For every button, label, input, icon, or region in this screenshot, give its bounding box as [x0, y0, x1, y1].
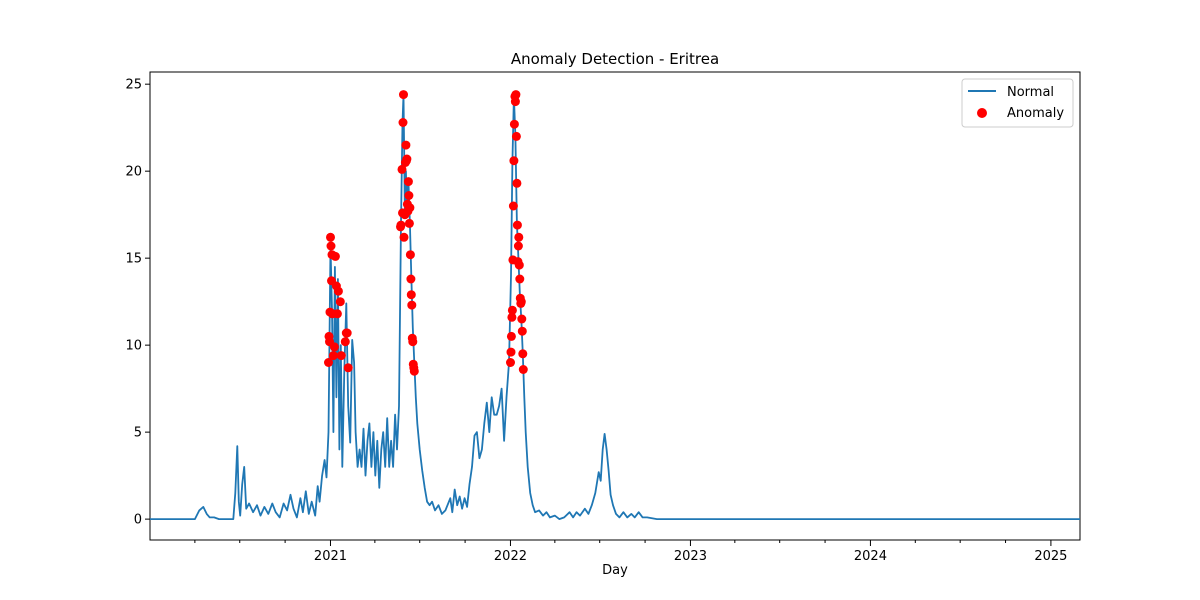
- anomaly-point: [509, 156, 519, 166]
- anomaly-point: [515, 274, 525, 284]
- anomaly-point: [340, 337, 350, 347]
- anomaly-layer: [324, 90, 528, 376]
- anomaly-point: [401, 140, 411, 150]
- anomaly-point: [405, 250, 415, 260]
- anomaly-point: [517, 326, 527, 336]
- anomaly-point: [518, 349, 528, 359]
- legend-marker-swatch: [977, 108, 987, 118]
- series-layer: [150, 93, 1080, 520]
- anomaly-point: [507, 312, 517, 322]
- x-tick-label: 2025: [1034, 549, 1067, 564]
- plot-frame: [149, 71, 1081, 541]
- y-tick-label: 0: [134, 513, 142, 528]
- x-axis-label: Day: [602, 563, 628, 578]
- anomaly-point: [517, 314, 527, 324]
- anomaly-point: [397, 164, 407, 174]
- anomaly-point: [513, 241, 523, 251]
- anomaly-point: [333, 286, 343, 296]
- anomaly-point: [404, 191, 414, 200]
- y-tick-label: 15: [125, 252, 142, 267]
- anomaly-point: [335, 297, 345, 307]
- anomaly-point: [506, 347, 516, 357]
- anomaly-point: [514, 260, 524, 270]
- anomaly-point: [329, 342, 339, 352]
- anomaly-point: [512, 178, 522, 188]
- anomaly-point: [406, 274, 416, 284]
- plot-area: [149, 71, 1081, 541]
- chart-title: Anomaly Detection - Eritrea: [511, 50, 719, 68]
- anomaly-point: [330, 251, 340, 261]
- legend-label-anomaly: Anomaly: [1007, 106, 1064, 121]
- anomaly-point: [510, 97, 520, 107]
- anomaly-point: [326, 232, 335, 242]
- anomaly-point: [328, 351, 338, 361]
- y-tick-label: 5: [134, 426, 142, 441]
- anomaly-point: [506, 331, 516, 341]
- anomaly-point: [396, 220, 406, 230]
- anomaly-point: [508, 201, 518, 211]
- series-line-normal: [150, 93, 1080, 520]
- legend: Normal Anomaly: [961, 78, 1074, 128]
- anomaly-point: [514, 232, 524, 242]
- anomaly-point: [518, 365, 528, 374]
- y-tick-label: 25: [125, 78, 142, 93]
- anomaly-point: [402, 154, 412, 164]
- legend-label-normal: Normal: [1007, 85, 1054, 100]
- x-tick-label: 2023: [674, 549, 707, 564]
- y-axis: 0 5 10 15 20 25: [125, 78, 150, 528]
- anomaly-point: [398, 118, 408, 127]
- anomaly-point: [403, 177, 413, 187]
- anomaly-point: [408, 337, 418, 347]
- anomaly-point: [343, 363, 353, 373]
- y-tick-label: 20: [125, 165, 142, 180]
- anomaly-point: [406, 290, 416, 300]
- x-tick-label: 2022: [494, 549, 527, 564]
- anomaly-point: [516, 297, 526, 307]
- anomaly-point: [332, 309, 342, 319]
- anomaly-point: [336, 351, 346, 361]
- anomaly-point: [511, 90, 521, 100]
- x-tick-label: 2021: [314, 549, 347, 564]
- y-tick-label: 10: [125, 339, 142, 354]
- x-tick-label: 2024: [854, 549, 887, 564]
- anomaly-point: [407, 300, 417, 310]
- anomaly-point: [507, 305, 517, 315]
- anomaly-point: [404, 218, 414, 228]
- anomaly-point: [509, 119, 519, 129]
- anomaly-point: [399, 90, 408, 100]
- anomaly-point: [399, 232, 409, 242]
- anomaly-point: [506, 358, 515, 367]
- anomaly-point: [326, 241, 336, 251]
- anomaly-point: [512, 220, 522, 230]
- anomaly-point: [324, 358, 333, 367]
- anomaly-point: [409, 366, 419, 376]
- anomaly-point: [511, 131, 521, 141]
- anomaly-point: [405, 203, 415, 213]
- x-axis: 2021 2022 2023 2024 2025: [194, 540, 1067, 564]
- anomaly-point: [342, 328, 352, 338]
